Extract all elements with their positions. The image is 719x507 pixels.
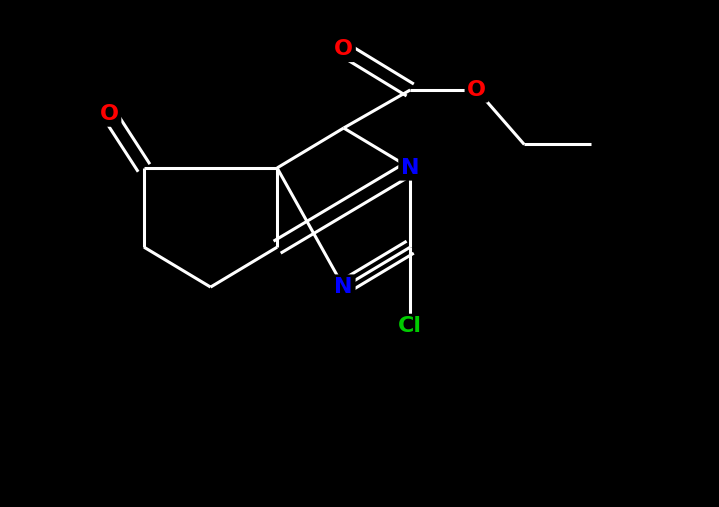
Text: N: N — [401, 158, 419, 178]
Text: O: O — [334, 40, 353, 59]
Text: O: O — [100, 104, 119, 124]
Text: Cl: Cl — [398, 316, 422, 336]
Text: O: O — [467, 80, 486, 100]
Text: N: N — [334, 277, 353, 297]
